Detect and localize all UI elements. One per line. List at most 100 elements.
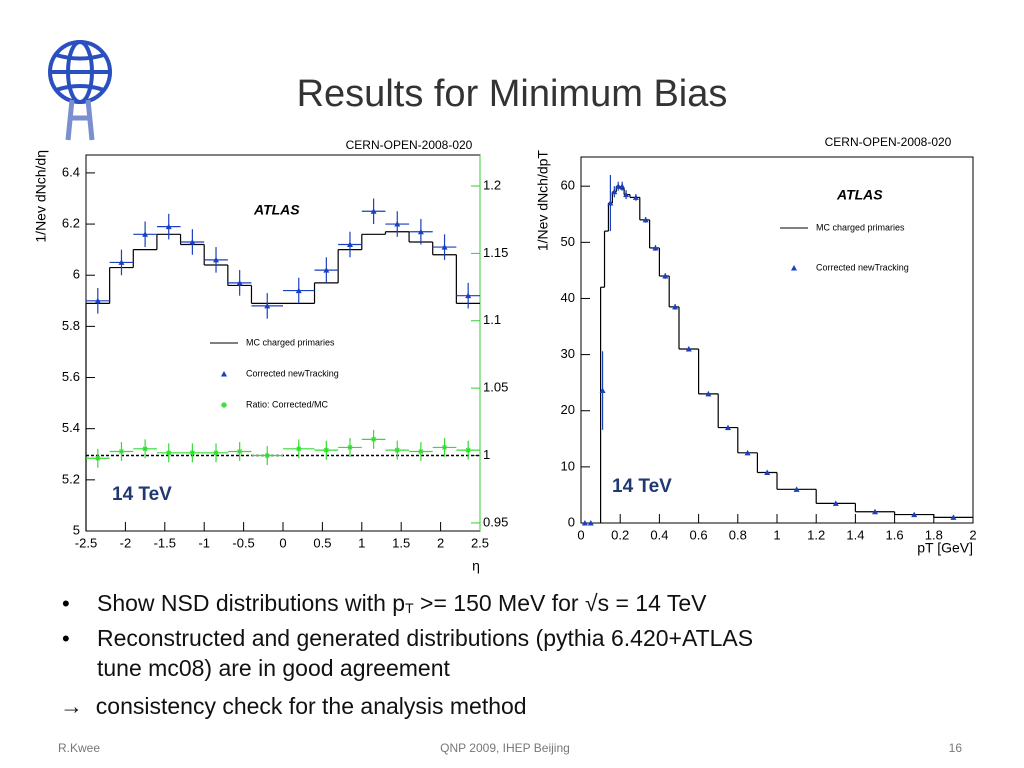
source-note: CERN-OPEN-2008-020 bbox=[825, 135, 952, 149]
y-tick-label: 20 bbox=[561, 402, 575, 417]
x-tick-label: -1 bbox=[198, 535, 210, 550]
histogram-connector bbox=[601, 186, 973, 523]
x-tick-label: 1 bbox=[773, 527, 780, 542]
marker bbox=[118, 448, 125, 455]
x-tick-label: 0.5 bbox=[313, 535, 331, 550]
y-tick-label: 0 bbox=[568, 514, 575, 529]
y2-tick-label: 0.95 bbox=[483, 514, 508, 529]
text: >= 150 MeV for √s = 14 TeV bbox=[414, 590, 708, 616]
legend-label: Corrected newTracking bbox=[246, 368, 339, 378]
slide-title: Results for Minimum Bias bbox=[297, 73, 728, 115]
marker bbox=[623, 191, 630, 198]
legend-swatch bbox=[791, 265, 797, 271]
marker bbox=[165, 223, 172, 230]
y-tick-label: 5 bbox=[73, 522, 80, 537]
bullet-text: Show NSD distributions with pT >= 150 Me… bbox=[97, 590, 707, 616]
x-tick-label: 0.8 bbox=[729, 527, 747, 542]
marker bbox=[615, 183, 622, 189]
legend-label: Corrected newTracking bbox=[816, 262, 909, 272]
marker bbox=[744, 449, 751, 456]
bullet: • bbox=[62, 626, 70, 651]
y-tick-label: 5.2 bbox=[62, 471, 80, 486]
x-tick-label: -2.5 bbox=[75, 535, 97, 550]
x-tick-label: 0.4 bbox=[650, 527, 668, 542]
y2-tick-label: 1.15 bbox=[483, 245, 508, 260]
y-axis-title: 1/Nev dNch/dpT bbox=[535, 150, 551, 252]
y-axis-title: 1/Nev dNch/dη bbox=[33, 150, 49, 243]
arrow-text: → consistency check for the analysis met… bbox=[60, 693, 527, 719]
y2-tick-label: 1.2 bbox=[483, 177, 501, 192]
marker bbox=[911, 511, 918, 518]
marker bbox=[441, 244, 448, 250]
x-tick-label: 0 bbox=[577, 527, 584, 542]
marker bbox=[165, 449, 172, 456]
x-tick-label: 1.8 bbox=[925, 527, 943, 542]
bullet: • bbox=[62, 591, 70, 616]
y-tick-label: 60 bbox=[561, 178, 575, 193]
marker bbox=[295, 445, 302, 452]
marker bbox=[264, 302, 271, 309]
marker bbox=[642, 216, 649, 223]
marker bbox=[632, 194, 639, 200]
x-tick-label: 1.5 bbox=[392, 535, 410, 550]
x-tick-label: 0 bbox=[279, 535, 286, 550]
marker bbox=[323, 267, 330, 273]
marker bbox=[189, 238, 196, 245]
legend-label: Ratio: Corrected/MC bbox=[246, 399, 329, 409]
y-tick-label: 5.4 bbox=[62, 420, 80, 435]
marker bbox=[705, 390, 712, 397]
marker bbox=[465, 292, 472, 299]
energy-label: 14 TeV bbox=[112, 484, 172, 505]
marker bbox=[295, 287, 302, 294]
marker bbox=[142, 231, 149, 237]
marker bbox=[417, 228, 424, 235]
marker bbox=[441, 444, 448, 451]
marker bbox=[599, 387, 606, 394]
logo bbox=[48, 40, 112, 141]
x-tick-label: -1.5 bbox=[154, 535, 176, 550]
footer-event: QNP 2009, IHEP Beijing bbox=[440, 741, 570, 755]
marker bbox=[662, 273, 669, 279]
marker bbox=[587, 520, 594, 526]
bullet-text: Reconstructed and generated distribution… bbox=[97, 625, 753, 651]
marker bbox=[764, 469, 771, 475]
energy-label: 14 TeV bbox=[612, 476, 672, 497]
subscript: T bbox=[405, 600, 414, 616]
marker bbox=[725, 424, 731, 431]
x-tick-label: 0.2 bbox=[611, 527, 629, 542]
y2-tick-label: 1.05 bbox=[483, 380, 508, 395]
x-tick-label: -0.5 bbox=[232, 535, 254, 550]
marker bbox=[94, 297, 101, 304]
x-tick-label: 1.6 bbox=[886, 527, 904, 542]
x-tick-label: 2.5 bbox=[471, 535, 489, 550]
marker bbox=[394, 447, 401, 454]
marker bbox=[213, 449, 220, 456]
x-tick-label: 1 bbox=[358, 535, 365, 550]
brand-label: ATLAS bbox=[253, 202, 300, 218]
y-tick-label: 10 bbox=[561, 458, 575, 473]
legend-label: MC charged primaries bbox=[246, 337, 335, 347]
y-tick-label: 6 bbox=[73, 267, 80, 282]
y2-tick-label: 1.1 bbox=[483, 312, 501, 327]
y-tick-label: 30 bbox=[561, 346, 575, 361]
marker bbox=[142, 445, 149, 452]
marker bbox=[370, 436, 377, 443]
y-tick-label: 6.2 bbox=[62, 215, 80, 230]
marker bbox=[417, 448, 424, 455]
marker bbox=[672, 303, 679, 310]
marker bbox=[189, 449, 196, 456]
x-axis-title: η bbox=[472, 558, 480, 574]
y-tick-label: 6.4 bbox=[62, 164, 80, 179]
marker bbox=[793, 486, 800, 492]
x-tick-label: 1.4 bbox=[846, 527, 864, 542]
marker bbox=[394, 221, 401, 227]
x-tick-label: 2 bbox=[969, 527, 976, 542]
marker bbox=[323, 447, 330, 454]
x-tick-label: 1.2 bbox=[807, 527, 825, 542]
x-axis-title: pT [GeV] bbox=[917, 540, 973, 556]
marker bbox=[832, 500, 839, 506]
marker bbox=[94, 455, 101, 462]
x-tick-label: 0.6 bbox=[690, 527, 708, 542]
